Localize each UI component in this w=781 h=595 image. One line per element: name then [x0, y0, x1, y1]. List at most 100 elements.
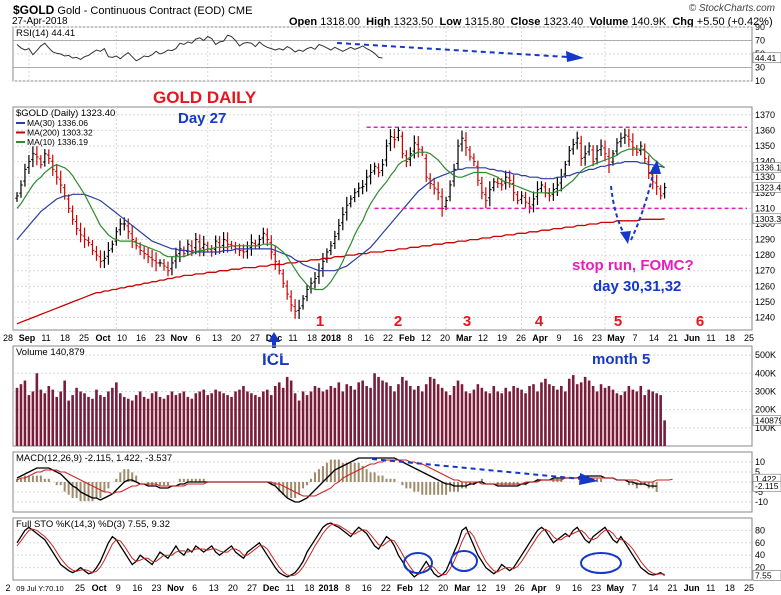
volume-bar	[301, 391, 305, 446]
cycle-label: 5	[614, 313, 622, 330]
volume-bar	[218, 391, 221, 446]
volume-bar	[154, 391, 158, 446]
stochastic-k-line	[16, 522, 665, 578]
volume-bar	[43, 393, 47, 446]
volume-bar	[289, 380, 293, 446]
volume-bar	[103, 396, 106, 446]
macd-histogram-bar	[325, 462, 328, 482]
rsi-tick-label: 90	[755, 22, 765, 32]
annotation-day-count: Day 27	[178, 110, 226, 127]
bottom-x-tick-label: 27	[247, 583, 257, 593]
volume-bar	[246, 391, 249, 446]
bottom-x-tick-label: 16	[362, 583, 372, 593]
bottom-x-tick-label: 12	[419, 583, 429, 593]
annotation-stop-run: stop run, FOMC?	[572, 257, 694, 274]
macd-histogram-bar	[433, 482, 436, 495]
volume-bar	[95, 389, 98, 446]
bottom-x-tick-label: 8	[345, 583, 350, 593]
price-x-tick-label: 11	[706, 333, 715, 343]
volume-bar	[369, 387, 372, 446]
macd-histogram-bar	[190, 478, 193, 482]
volume-bar	[158, 396, 162, 446]
macd-histogram-bar	[413, 482, 416, 492]
volume-bar	[269, 395, 273, 446]
macd-histogram-bar	[345, 462, 348, 482]
price-value-tag-box	[752, 182, 781, 193]
volume-bar	[540, 382, 543, 446]
rsi-last-value-tag-box	[752, 52, 781, 64]
price-tick-label: 1290	[755, 235, 775, 245]
volume-bar	[55, 396, 59, 446]
price-x-tick-label: 21	[668, 333, 678, 343]
volume-bar	[508, 391, 511, 446]
price-x-tick-label: 19	[497, 333, 507, 343]
macd-histogram-bar	[341, 462, 344, 482]
volume-bar	[337, 382, 341, 446]
stochastic-low-circle	[450, 550, 478, 572]
macd-histogram-bar	[159, 482, 162, 486]
bottom-x-tick-label: 21	[668, 583, 678, 593]
bottom-x-tick-label: Oct	[92, 583, 107, 593]
volume-bar	[313, 386, 317, 446]
volume-bar	[583, 376, 587, 446]
bottom-x-tick-label: 20	[438, 583, 448, 593]
bottom-x-tick-label: 16	[132, 583, 142, 593]
macd-histogram-bar	[317, 469, 320, 482]
price-x-tick-label: 20	[440, 333, 450, 343]
macd-histogram-bar	[87, 482, 90, 502]
volume-bar	[389, 386, 392, 446]
macd-histogram-bar	[349, 462, 352, 482]
price-x-tick-label: 16	[573, 333, 583, 343]
bottom-x-tick-label: 18	[304, 583, 314, 593]
volume-bar	[273, 386, 277, 446]
rsi-last-value-tag: 44.41	[755, 53, 777, 63]
volume-bar	[107, 391, 110, 446]
macd-histogram-bar	[449, 482, 452, 492]
volume-bar	[428, 376, 432, 446]
ma30-line	[16, 161, 665, 272]
bottom-x-tick-label: Mar	[454, 583, 471, 593]
macd-histogram-bar	[445, 482, 448, 495]
price-x-tick-label: 22	[383, 333, 393, 343]
volume-bar	[166, 395, 170, 446]
macd-value-tag-box	[752, 480, 781, 492]
price-x-tick-label: 25	[744, 333, 754, 343]
projection-up-arrow	[630, 169, 655, 241]
volume-bar	[238, 389, 241, 446]
macd-histogram-bar	[135, 475, 138, 482]
macd-histogram-bar	[425, 482, 428, 495]
stochastics-tick-label: 80	[755, 525, 765, 535]
volume-bar	[51, 389, 55, 446]
rsi-tick-label: 70	[755, 36, 765, 46]
price-x-tick-label: 27	[250, 333, 260, 343]
volume-bar	[258, 396, 261, 446]
macd-histogram-bar	[202, 478, 205, 482]
volume-bar	[47, 386, 51, 446]
volume-bar	[122, 396, 126, 446]
volume-bar	[126, 398, 130, 446]
price-tick-label: 1340	[755, 157, 775, 167]
chart-header-title: $GOLD Gold - Continuous Contract (EOD) C…	[13, 3, 253, 17]
volume-bar	[91, 398, 94, 446]
volume-bar	[210, 393, 213, 446]
volume-bar	[345, 384, 349, 446]
volume-bar	[579, 382, 583, 446]
volume-bar	[198, 391, 202, 446]
macd-histogram-bar	[417, 482, 420, 492]
macd-histogram-bar	[186, 478, 189, 482]
bottom-x-tick-label: 6	[192, 583, 197, 593]
macd-histogram-bar	[63, 482, 66, 492]
volume-bar	[436, 384, 440, 446]
volume-bar	[647, 389, 651, 446]
volume-bar	[353, 389, 357, 446]
volume-bar	[130, 400, 134, 446]
macd-histogram-bar	[103, 482, 106, 492]
macd-signal-line	[16, 459, 673, 497]
macd-histogram-bar	[278, 482, 281, 492]
legend-entry: MA(200) 1303.32	[27, 128, 93, 138]
bottom-x-tick-label: 09 Jul Y:70.10	[16, 584, 63, 593]
macd-histogram-bar	[71, 482, 74, 498]
price-x-tick-label: 18	[307, 333, 317, 343]
volume-bar	[297, 400, 301, 446]
